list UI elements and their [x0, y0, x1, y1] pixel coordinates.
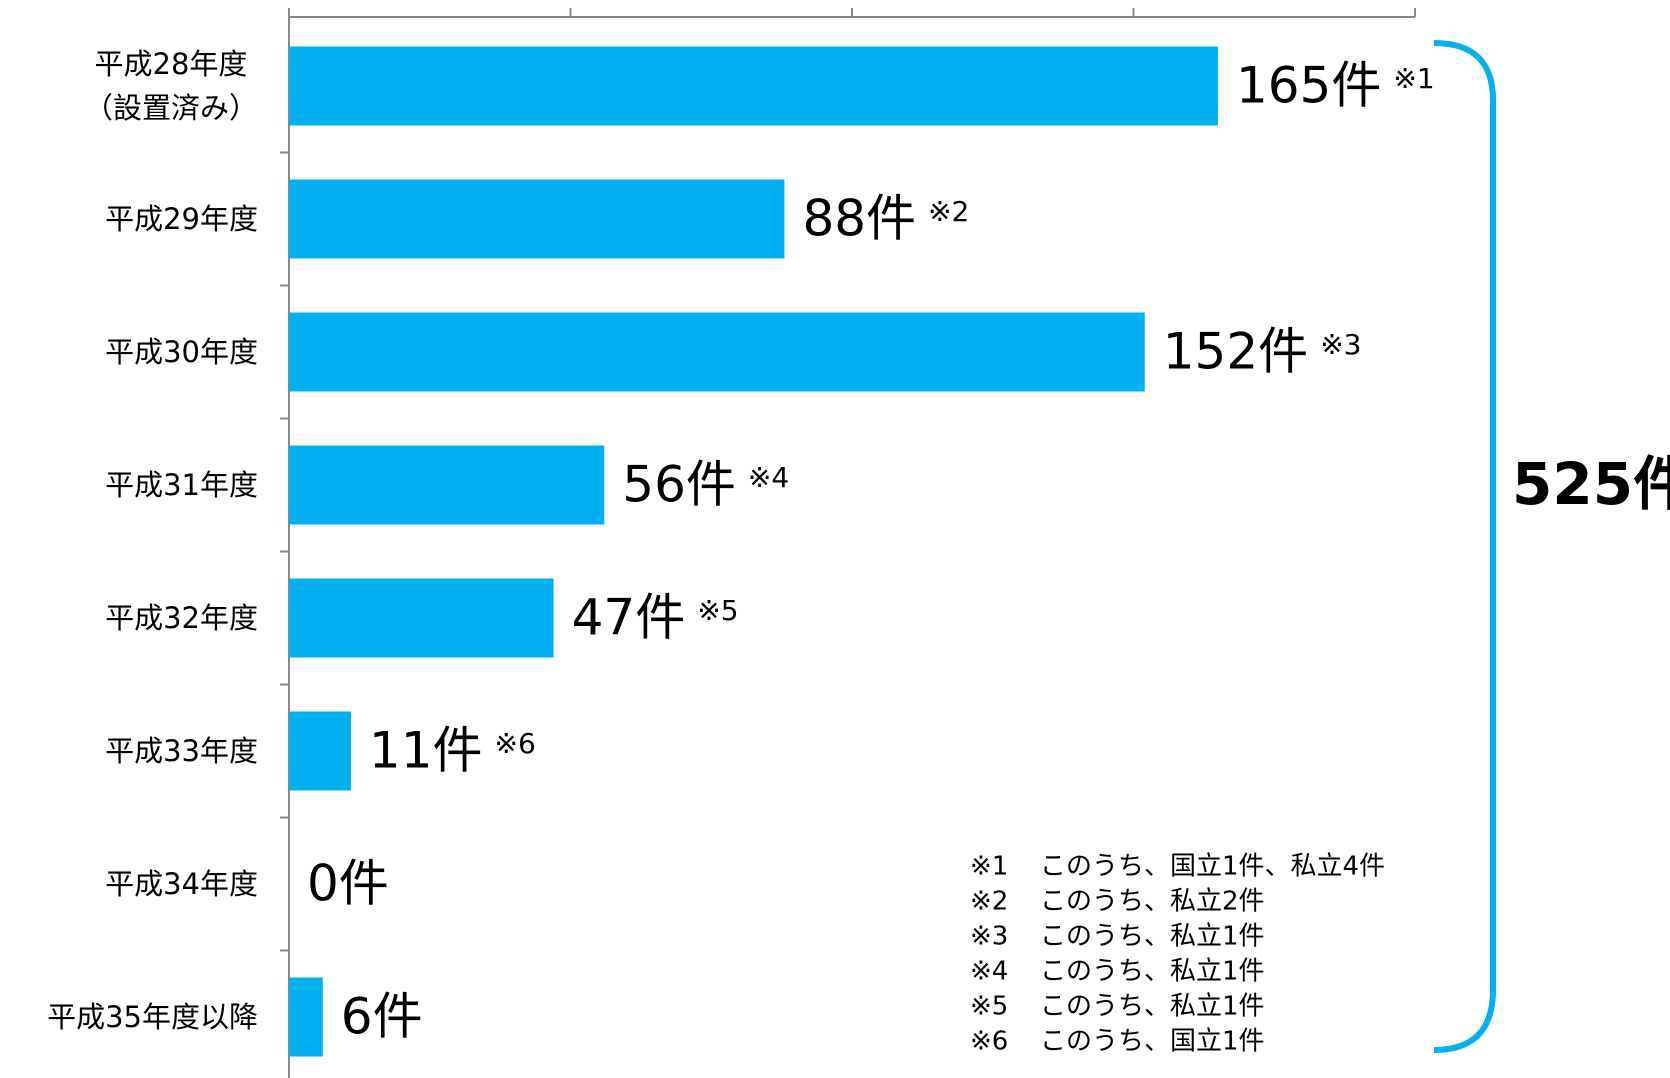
footnote-mark: ※5 — [970, 992, 1008, 1022]
value-label: 6件 — [341, 988, 423, 1046]
footnote-mark: ※2 — [970, 887, 1008, 917]
category-label: 平成30年度 — [105, 335, 258, 369]
footnote-text: このうち、私立1件 — [1040, 992, 1265, 1022]
value-label: 0件 — [307, 855, 389, 913]
footnote-text: このうち、国立1件 — [1040, 1027, 1265, 1057]
bar — [289, 179, 785, 259]
bar — [289, 711, 351, 791]
category-label: 平成32年度 — [105, 601, 258, 635]
value-label: 11件 — [369, 722, 483, 780]
footnote-text: このうち、私立1件 — [1040, 922, 1265, 952]
category-label: 平成31年度 — [105, 468, 258, 502]
value-note: ※3 — [1320, 328, 1361, 361]
footnote-text: このうち、私立1件 — [1040, 957, 1265, 987]
category-label: 平成29年度 — [105, 202, 258, 236]
bar — [289, 312, 1145, 392]
bar — [289, 46, 1218, 126]
category-label: 平成35年度以降 — [47, 1000, 258, 1034]
bar — [289, 445, 605, 525]
value-label: 56件 — [622, 456, 736, 514]
value-label: 152件 — [1163, 323, 1308, 381]
value-note: ※4 — [748, 461, 789, 494]
total-brace — [1433, 40, 1496, 1053]
value-note: ※2 — [928, 195, 969, 228]
footnote-mark: ※1 — [970, 852, 1008, 882]
footnote-mark: ※4 — [970, 957, 1008, 987]
footnote-text: このうち、国立1件、私立4件 — [1040, 852, 1385, 882]
footnote-mark: ※3 — [970, 922, 1008, 952]
value-note: ※5 — [697, 594, 738, 627]
value-note: ※6 — [495, 727, 536, 760]
footnote-text: このうち、私立2件 — [1040, 887, 1265, 917]
value-label: 165件 — [1236, 57, 1381, 115]
value-label: 47件 — [572, 589, 686, 647]
category-label: 平成34年度 — [105, 867, 258, 901]
total-label: 525件 — [1512, 450, 1670, 518]
category-label: 平成28年度 （設置済み） — [83, 47, 258, 125]
bar — [289, 578, 554, 658]
footnote-mark: ※6 — [970, 1027, 1008, 1057]
bar — [289, 977, 323, 1057]
value-label: 88件 — [802, 190, 916, 248]
value-note: ※1 — [1393, 62, 1434, 95]
category-label: 平成33年度 — [105, 734, 258, 768]
